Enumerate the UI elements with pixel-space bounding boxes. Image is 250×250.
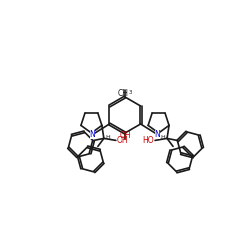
Text: HO: HO: [142, 136, 154, 145]
Text: OH: OH: [119, 131, 131, 140]
Text: N: N: [155, 130, 160, 139]
Text: CH: CH: [118, 89, 128, 98]
Text: N: N: [90, 130, 95, 139]
Text: 3: 3: [129, 90, 132, 95]
Text: OH: OH: [117, 136, 128, 145]
Text: H: H: [160, 136, 165, 140]
Text: H: H: [106, 136, 110, 140]
